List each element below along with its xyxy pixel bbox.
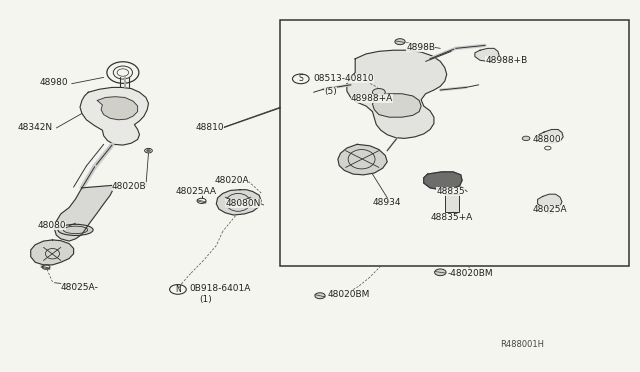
Circle shape [315, 293, 325, 299]
Polygon shape [216, 190, 261, 215]
Polygon shape [347, 50, 447, 138]
Text: 48342N: 48342N [18, 123, 53, 132]
Text: 48934: 48934 [372, 198, 401, 207]
Text: R488001H: R488001H [500, 340, 545, 349]
Text: (1): (1) [200, 295, 212, 304]
Text: 48980: 48980 [40, 78, 68, 87]
Text: 4898B: 4898B [406, 43, 435, 52]
Polygon shape [539, 129, 563, 143]
Circle shape [372, 89, 385, 96]
Polygon shape [31, 240, 74, 265]
Text: 08513-40810: 08513-40810 [314, 74, 374, 83]
Text: 48988+B: 48988+B [485, 56, 527, 65]
Polygon shape [372, 94, 421, 117]
Text: (5): (5) [324, 87, 337, 96]
Text: 48810: 48810 [195, 123, 224, 132]
Polygon shape [80, 87, 148, 145]
Bar [445, 194, 459, 212]
Text: 48800: 48800 [532, 135, 561, 144]
Polygon shape [424, 172, 462, 190]
Text: 0B918-6401A: 0B918-6401A [189, 284, 251, 293]
Polygon shape [54, 185, 114, 241]
Text: -48020BM: -48020BM [448, 269, 493, 278]
Text: 48025AA: 48025AA [176, 187, 217, 196]
Polygon shape [538, 194, 562, 208]
Circle shape [147, 150, 150, 152]
Text: 48080N: 48080N [225, 199, 260, 208]
Text: 48020BM: 48020BM [328, 290, 370, 299]
Text: 48835: 48835 [436, 187, 465, 196]
Text: 48025A: 48025A [61, 283, 95, 292]
Circle shape [435, 269, 446, 276]
Polygon shape [475, 48, 499, 61]
Text: 48020A: 48020A [214, 176, 249, 185]
Text: 48988+A: 48988+A [351, 94, 393, 103]
Polygon shape [338, 144, 387, 175]
Circle shape [522, 136, 530, 141]
Circle shape [395, 39, 405, 45]
Text: 48025A: 48025A [532, 205, 567, 214]
Text: 48020B: 48020B [112, 182, 147, 190]
Bar [280, 20, 629, 266]
Text: 48835+A: 48835+A [430, 213, 472, 222]
Text: 48080: 48080 [37, 221, 66, 230]
Polygon shape [97, 97, 138, 120]
Text: N: N [175, 285, 180, 294]
Ellipse shape [58, 224, 93, 235]
Text: S: S [298, 74, 303, 83]
